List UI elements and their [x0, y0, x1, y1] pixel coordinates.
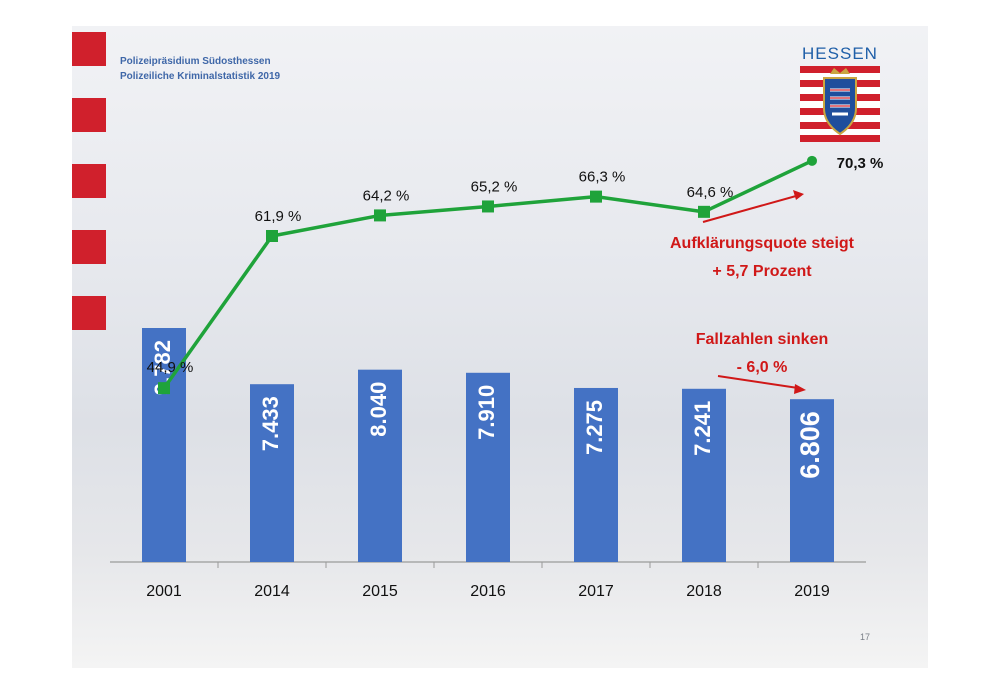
bar-2017 — [574, 387, 618, 562]
line-value-label: 64,2 % — [363, 187, 410, 204]
x-tick-label: 2018 — [686, 583, 722, 600]
red-square-decoration — [72, 230, 106, 264]
bar-2018 — [682, 388, 726, 562]
x-tick-label: 2019 — [794, 583, 830, 600]
line-value-label: 44,9 % — [147, 359, 194, 376]
bar-value-label: 7.433 — [258, 396, 283, 451]
rate-arrow-head — [793, 190, 804, 200]
cases-arrow — [717, 375, 799, 389]
line-point — [374, 209, 386, 222]
line-point — [266, 229, 278, 242]
bar-value-label: 8.040 — [366, 382, 391, 437]
x-tick-label: 2015 — [362, 583, 398, 600]
hessen-logo-text: HESSEN — [802, 44, 878, 63]
x-tick-label: 2001 — [146, 583, 182, 600]
header-line-1: Polizeipräsidium Südosthessen — [120, 56, 271, 67]
hessen-logo: HESSEN — [800, 44, 880, 149]
line-point — [698, 205, 710, 218]
rate-annotation-line-2: + 5,7 Prozent — [712, 263, 812, 280]
line-point — [807, 155, 817, 166]
red-square-decoration — [72, 32, 106, 66]
x-tick-label: 2016 — [470, 583, 506, 600]
bar-value-label: 7.275 — [582, 400, 607, 455]
bar-value-label: 6.806 — [795, 411, 825, 479]
line-value-label: 65,2 % — [471, 178, 518, 195]
line-point — [158, 382, 170, 395]
x-tick-label: 2014 — [254, 583, 290, 600]
red-square-decoration — [72, 98, 106, 132]
x-tick-label: 2017 — [578, 583, 614, 600]
line-value-label: 64,6 % — [687, 184, 734, 201]
cases-annotation-line-2: - 6,0 % — [737, 359, 788, 376]
page-number: 17 — [860, 632, 871, 642]
red-square-decoration — [72, 164, 106, 198]
bar-value-label: 7.910 — [474, 385, 499, 440]
bar-2015 — [358, 369, 402, 562]
hessen-crest-icon — [800, 66, 880, 142]
bar-value-label: 7.241 — [690, 401, 715, 456]
line-value-label: 70,3 % — [837, 155, 884, 172]
line-point — [590, 190, 602, 203]
line-value-label: 61,9 % — [255, 208, 302, 225]
bar-2016 — [466, 372, 510, 562]
line-point — [482, 200, 494, 213]
bar-2019 — [790, 399, 834, 562]
cases-annotation-line-1: Fallzahlen sinken — [696, 331, 828, 348]
line-value-label: 66,3 % — [579, 169, 626, 186]
bar-2014 — [250, 384, 294, 562]
rate-arrow — [702, 195, 797, 223]
cases-arrow-head — [794, 384, 806, 394]
red-square-decoration — [72, 296, 106, 330]
rate-annotation-line-1: Aufklärungsquote steigt — [670, 235, 855, 252]
header-line-2: Polizeiliche Kriminalstatistik 2019 — [120, 71, 281, 82]
slide-header: Polizeipräsidium Südosthessen Polizeilic… — [120, 54, 280, 84]
